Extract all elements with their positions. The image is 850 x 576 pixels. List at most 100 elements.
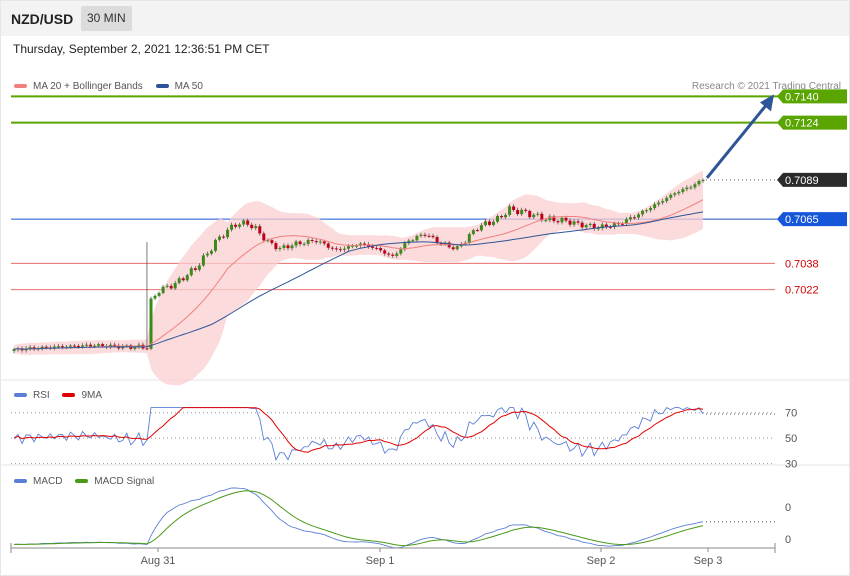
candle-body (669, 194, 673, 198)
candle-body (451, 247, 455, 250)
price-tag-last: 0.7089 (777, 172, 847, 187)
candle-body (516, 209, 520, 215)
x-tick-label: Sep 2 (587, 555, 616, 567)
timeframe-button[interactable]: 30 MIN (81, 6, 132, 31)
rsi-swatch (14, 393, 27, 398)
rsi-line (13, 406, 704, 462)
candle-body (375, 247, 379, 249)
x-tick-label: Aug 31 (141, 555, 176, 567)
candle-body (222, 236, 226, 238)
price-tag-resistance: 0.7124 (777, 115, 847, 130)
candle-body (604, 224, 608, 227)
candle-body (624, 219, 628, 224)
price-tag-pivot: 0.7065 (777, 212, 847, 227)
candle-body (169, 285, 173, 289)
candle-body (238, 224, 242, 227)
candle-body (467, 234, 471, 243)
candle-body (592, 223, 596, 229)
candle-body (608, 226, 612, 228)
candle-body (633, 217, 637, 219)
candle-body (193, 268, 197, 270)
candle-body (479, 225, 483, 231)
candle-body (306, 239, 310, 244)
candle-body (487, 221, 491, 225)
candle-body (399, 249, 403, 254)
candle-body (330, 247, 334, 249)
candle-body (322, 241, 326, 244)
price-tag-label: 0.7089 (785, 175, 819, 187)
candle-body (302, 243, 306, 245)
candle-body (44, 346, 48, 348)
candle-body (282, 245, 286, 249)
candle-body (254, 226, 258, 229)
candle-body (371, 246, 375, 248)
candle-body (560, 217, 564, 223)
macd-signal-line (14, 490, 704, 547)
projection-arrow-shaft (705, 104, 768, 179)
candle-body (32, 347, 36, 349)
candle-body (181, 278, 185, 281)
rsi-tick-50: 50 (785, 433, 797, 445)
candle-body (431, 235, 435, 238)
candle-body (363, 243, 367, 245)
candle-body (681, 189, 685, 192)
rsi-legend: RSI 9MA (14, 390, 102, 401)
candle-body (113, 344, 117, 346)
candle-body (471, 230, 475, 235)
candle-body (423, 234, 427, 236)
candle-body (657, 202, 661, 205)
candle-body (201, 255, 205, 266)
candle-body (387, 253, 391, 255)
candle-body (568, 220, 572, 225)
candle-body (491, 221, 495, 225)
candle-body (641, 210, 645, 215)
candle-body (28, 347, 32, 349)
candle-body (298, 241, 302, 245)
rsi-ma-line (13, 407, 704, 453)
candle-body (350, 245, 354, 247)
x-tick-label: Sep 3 (694, 555, 723, 567)
candle-body (161, 286, 165, 293)
rsi-tick-30: 30 (785, 459, 797, 471)
candle-body (89, 344, 93, 347)
candle-body (60, 346, 64, 348)
candle-body (242, 220, 246, 225)
candle-body (649, 208, 653, 211)
price-tag-box (777, 89, 847, 104)
candle-body (40, 346, 44, 349)
candle-body (290, 245, 294, 249)
candle-body (500, 215, 504, 218)
candle-body (346, 246, 350, 249)
candle-body (189, 268, 193, 276)
candle-body (334, 248, 338, 250)
candle-body (552, 216, 556, 222)
candle-body (536, 213, 540, 215)
header-bar: NZD/USD 30 MIN (0, 0, 850, 36)
candle-body (149, 298, 153, 349)
candle-body (403, 243, 407, 250)
candle-body (391, 254, 395, 256)
candle-body (326, 243, 330, 248)
legend-ma20-label: MA 20 + Bollinger Bands (33, 81, 143, 92)
candle-body (354, 245, 358, 247)
candle-body (689, 187, 693, 189)
legend-rsi-ma-label: 9MA (81, 390, 103, 401)
candle-body (93, 345, 97, 347)
candle-body (64, 346, 68, 348)
candle-body (338, 249, 342, 251)
candle-body (266, 240, 270, 242)
macd-legend: MACD MACD Signal (14, 476, 154, 487)
candle-body (97, 344, 101, 346)
ma20-line (13, 199, 704, 350)
candle-body (653, 204, 657, 209)
candle-body (359, 243, 363, 246)
ma20-swatch (14, 84, 27, 89)
price-tag-support: 0.7022 (785, 285, 819, 297)
candle-body (661, 201, 665, 203)
bollinger-band-area (14, 170, 703, 386)
macd-tick-label: 0 (785, 502, 791, 514)
candle-body (101, 344, 105, 346)
candle-body (310, 239, 314, 241)
